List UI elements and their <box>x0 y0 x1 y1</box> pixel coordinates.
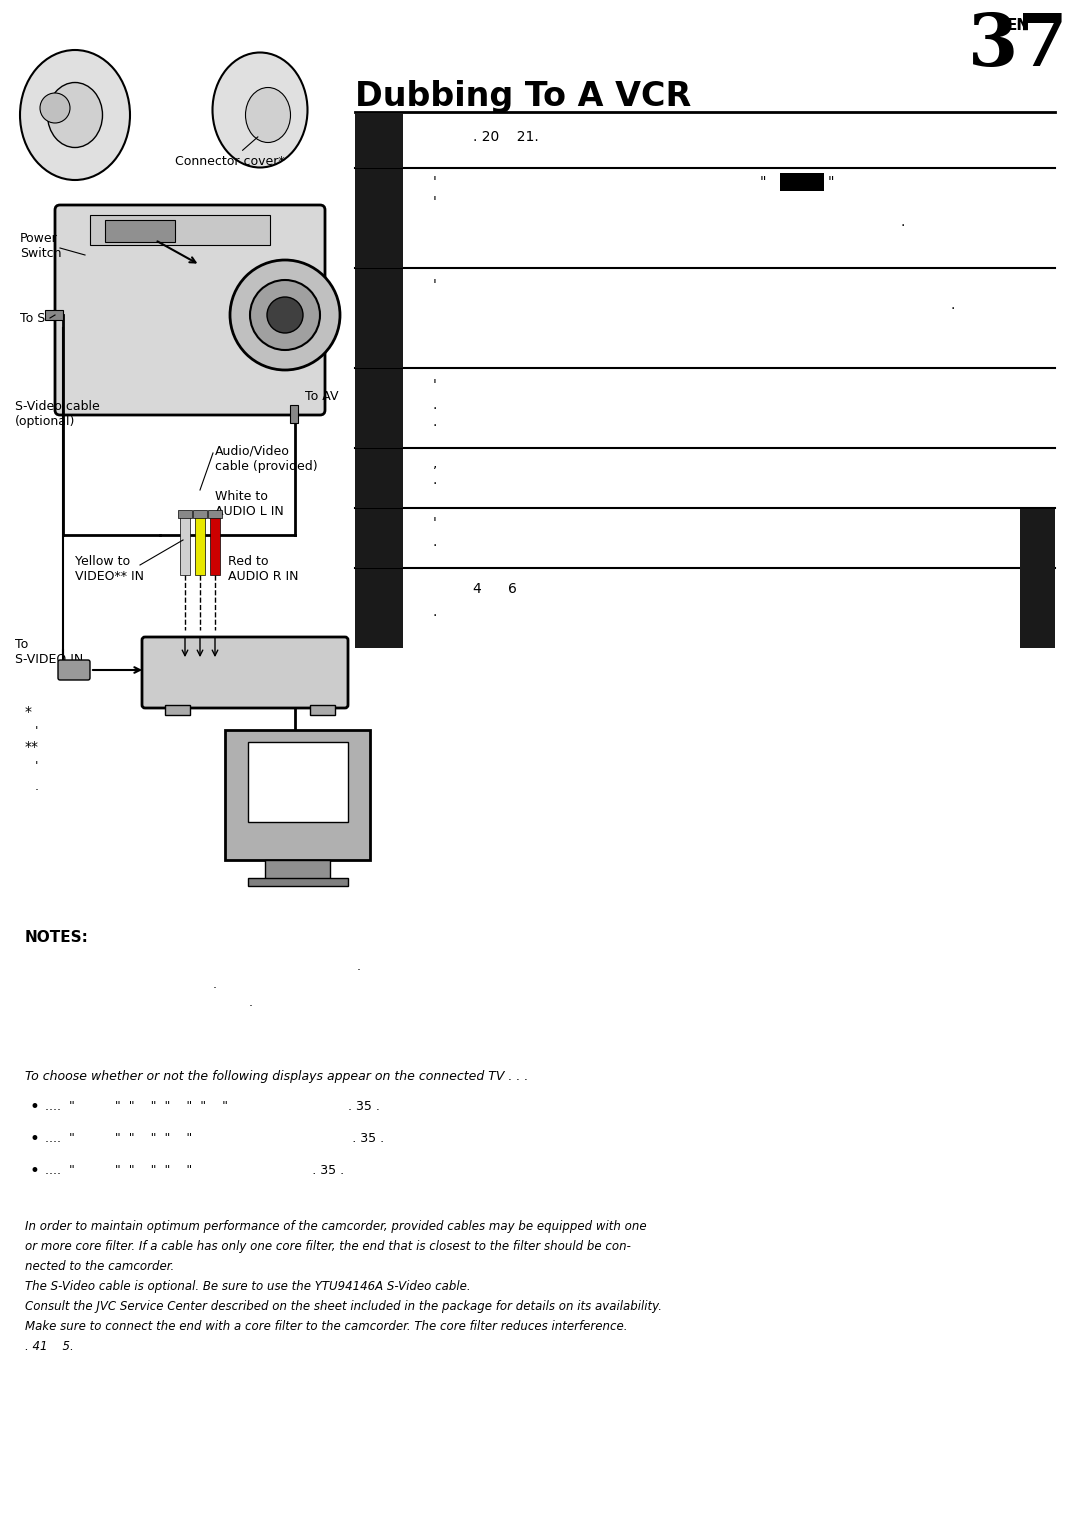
Text: nected to the camcorder.: nected to the camcorder. <box>25 1260 174 1272</box>
Bar <box>195 515 205 575</box>
Circle shape <box>267 297 303 333</box>
Text: White to
AUDIO L IN: White to AUDIO L IN <box>215 491 284 518</box>
Text: Yellow to
VIDEO** IN: Yellow to VIDEO** IN <box>75 555 144 583</box>
Text: **: ** <box>25 740 39 754</box>
Text: To
S-VIDEO IN: To S-VIDEO IN <box>15 638 83 665</box>
Text: ': ' <box>433 517 437 530</box>
Bar <box>180 515 190 575</box>
Bar <box>90 215 270 245</box>
FancyBboxPatch shape <box>55 205 325 415</box>
Text: S-Video cable
(optional): S-Video cable (optional) <box>15 400 99 428</box>
Bar <box>310 705 335 714</box>
Circle shape <box>249 281 320 350</box>
Circle shape <box>40 94 70 123</box>
Text: ....  "          "  "    "  "    "                                        . 35 .: .... " " " " " " . 35 . <box>45 1131 384 1145</box>
FancyBboxPatch shape <box>141 638 348 708</box>
Ellipse shape <box>213 52 308 167</box>
Bar <box>248 878 348 886</box>
Text: Make sure to connect the end with a core filter to the camcorder. The core filte: Make sure to connect the end with a core… <box>25 1320 627 1334</box>
Text: ": " <box>828 175 835 189</box>
Text: To choose whether or not the following displays appear on the connected TV . . .: To choose whether or not the following d… <box>25 1070 528 1082</box>
Bar <box>780 173 824 192</box>
Bar <box>208 510 222 518</box>
Text: Connector cover*: Connector cover* <box>175 136 285 169</box>
Text: •: • <box>30 1162 40 1180</box>
Text: . 20    21.: . 20 21. <box>473 130 539 144</box>
Text: ': ' <box>35 760 39 773</box>
Text: .: . <box>900 215 904 228</box>
Text: .: . <box>433 399 437 412</box>
Text: Audio/Video
cable (provided): Audio/Video cable (provided) <box>215 445 318 474</box>
Text: ': ' <box>433 195 437 208</box>
Text: .: . <box>35 780 39 793</box>
Bar <box>355 369 403 448</box>
Bar <box>355 449 403 507</box>
Text: or more core filter. If a cable has only one core filter, the end that is closes: or more core filter. If a cable has only… <box>25 1240 631 1252</box>
Text: The S-Video cable is optional. Be sure to use the YTU94146A S-Video cable.: The S-Video cable is optional. Be sure t… <box>25 1280 471 1292</box>
Text: 1: 1 <box>366 124 392 158</box>
Bar <box>45 310 63 320</box>
FancyBboxPatch shape <box>58 661 90 681</box>
Bar <box>355 113 403 169</box>
Bar <box>265 860 330 880</box>
Ellipse shape <box>48 83 103 147</box>
Text: .: . <box>950 297 955 313</box>
Text: ': ' <box>433 379 437 392</box>
Text: •: • <box>30 1130 40 1148</box>
Text: .: . <box>433 474 437 487</box>
Text: PLAY: PLAY <box>785 175 820 189</box>
Text: 7: 7 <box>366 592 392 625</box>
Text: Power
Switch: Power Switch <box>21 231 62 261</box>
Text: .: . <box>433 415 437 429</box>
Text: ....  "          "  "    "  "    "                              . 35 .: .... " " " " " " . 35 . <box>45 1164 345 1177</box>
Text: 4: 4 <box>366 391 392 426</box>
Text: VCR: VCR <box>222 671 267 691</box>
Text: 6: 6 <box>366 521 392 555</box>
Bar <box>210 515 220 575</box>
Bar <box>355 509 403 569</box>
Bar <box>178 510 192 518</box>
Bar <box>291 405 298 423</box>
Bar <box>355 169 403 268</box>
Text: 4      6: 4 6 <box>473 583 517 596</box>
Bar <box>193 510 207 518</box>
Text: ': ' <box>35 725 39 737</box>
Text: TV: TV <box>283 783 309 802</box>
Bar <box>355 268 403 368</box>
Text: 37: 37 <box>968 11 1068 81</box>
Ellipse shape <box>245 87 291 143</box>
Text: To AV: To AV <box>305 389 338 403</box>
Text: Consult the JVC Service Center described on the sheet included in the package fo: Consult the JVC Service Center described… <box>25 1300 662 1312</box>
Text: •: • <box>30 1098 40 1116</box>
Text: 3: 3 <box>366 302 392 336</box>
Bar <box>248 742 348 822</box>
Text: .: . <box>433 606 437 619</box>
Text: .: . <box>25 978 217 990</box>
Text: *: * <box>25 705 32 719</box>
Bar <box>225 730 370 860</box>
Circle shape <box>230 261 340 369</box>
Text: Red to
AUDIO R IN: Red to AUDIO R IN <box>228 555 298 583</box>
Text: NOTES:: NOTES: <box>25 931 89 944</box>
Text: ....  "          "  "    "  "    "  "    "                              . 35 .: .... " " " " " " " " . 35 . <box>45 1101 380 1113</box>
Ellipse shape <box>21 51 130 179</box>
Text: ": " <box>760 175 767 189</box>
Text: .: . <box>25 996 253 1009</box>
Text: 5: 5 <box>366 461 392 495</box>
Text: .: . <box>25 960 361 973</box>
Text: ': ' <box>433 277 437 291</box>
Bar <box>355 569 403 648</box>
Bar <box>105 221 175 242</box>
Text: . 41    5.: . 41 5. <box>25 1340 73 1354</box>
Bar <box>1020 509 1055 648</box>
Text: EN: EN <box>1007 18 1030 34</box>
Text: 2: 2 <box>366 201 392 236</box>
Text: ,: , <box>433 455 437 471</box>
Bar <box>165 705 190 714</box>
Text: To S: To S <box>21 313 45 325</box>
Text: .: . <box>433 535 437 549</box>
Text: ': ' <box>433 175 442 189</box>
Text: Dubbing To A VCR: Dubbing To A VCR <box>355 80 691 113</box>
Text: In order to maintain optimum performance of the camcorder, provided cables may b: In order to maintain optimum performance… <box>25 1220 647 1233</box>
